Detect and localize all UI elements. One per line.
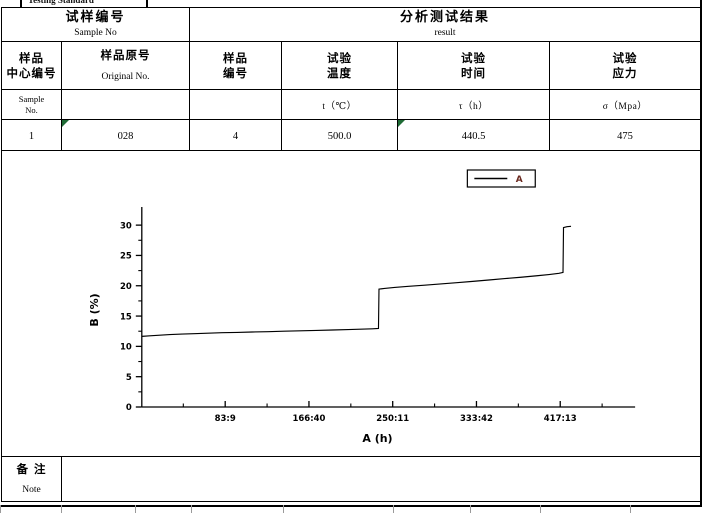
- grid-column-divider: [61, 505, 62, 513]
- y-tick-label: 20: [120, 282, 132, 292]
- cut-row-divider-right: [700, 0, 702, 7]
- sheet-right-border: [700, 7, 702, 505]
- sample-no-title-en: Sample No: [74, 27, 117, 38]
- bottom-grid-strip: [0, 505, 702, 513]
- y-tick-label: 30: [120, 221, 132, 231]
- header-line1: 样品: [19, 51, 44, 66]
- unit-test-time: τ（h）: [397, 89, 551, 120]
- header-line2-en: Original No.: [101, 72, 150, 83]
- cell-test-stress[interactable]: 475: [549, 119, 702, 151]
- header-original-no: 样品原号 Original No.: [60, 41, 191, 90]
- header-line2: 时间: [461, 65, 487, 80]
- x-axis-title: A (h): [362, 432, 392, 445]
- y-tick-label: 5: [126, 373, 132, 383]
- header-line2: 编号: [223, 65, 249, 80]
- header-line1: 样品: [223, 51, 249, 66]
- cut-off-header-row: Testing Standard: [0, 0, 702, 7]
- header-line1: 试验: [327, 51, 353, 66]
- unit-line2: No.: [25, 104, 38, 115]
- creep-chart: 0 5 10 15 20 25 30 83:9 166:40 250:11 333:42 417:13…: [2, 151, 701, 456]
- cell-value: 1: [28, 131, 35, 142]
- bottom-grid-top-border: [0, 505, 702, 507]
- grid-column-divider: [135, 505, 136, 513]
- cell-test-time[interactable]: 440.5: [397, 119, 551, 151]
- x-tick-label: 250:11: [376, 414, 409, 424]
- cell-value: 440.5: [461, 131, 486, 142]
- legend-label: A: [516, 175, 523, 185]
- header-sample-no: 样品 编号: [189, 41, 283, 90]
- x-tick-label: 166:40: [293, 414, 326, 424]
- cut-row-divider-left: [20, 0, 22, 7]
- y-axis-title: B (%): [88, 293, 101, 326]
- note-label-en: Note: [22, 484, 41, 495]
- grid-column-divider: [630, 505, 631, 513]
- result-title-en: result: [434, 27, 456, 38]
- header-test-temperature: 试验 温度: [281, 41, 399, 90]
- cell-test-temperature[interactable]: 500.0: [281, 119, 399, 151]
- table-title-row: 试样编号 Sample No 分析测试结果 result: [0, 7, 702, 42]
- grid-column-divider: [283, 505, 284, 513]
- note-marker-icon: [62, 120, 69, 127]
- x-tick-label: 83:9: [215, 414, 236, 424]
- note-marker-icon: [398, 120, 406, 127]
- table-header-row: 样品 中心编号 样品原号 Original No. 样品 编号 试验 温度 试验: [1, 41, 702, 90]
- table-unit-row: Sample No. t（℃） τ（h） σ（Mpa）: [1, 89, 702, 120]
- report-table: 试样编号 Sample No 分析测试结果 result 样品 中心编号 样品原…: [0, 7, 702, 502]
- cell-value: 475: [617, 131, 633, 142]
- unit-test-temperature: t（℃）: [281, 89, 399, 120]
- cell-value: 500.0: [327, 131, 352, 142]
- cut-off-header-text: Testing Standard: [28, 0, 94, 5]
- header-sample-center-no: 样品 中心编号: [1, 41, 62, 90]
- grid-column-divider: [191, 505, 192, 513]
- header-test-stress: 试验 应力: [549, 41, 702, 90]
- header-line2: 中心编号: [6, 65, 57, 80]
- result-title-cn: 分析测试结果: [400, 9, 491, 25]
- unit-text: τ（h）: [458, 101, 489, 112]
- header-line1: 试验: [461, 51, 487, 66]
- x-tick-label: 333:42: [460, 414, 493, 424]
- creep-curve-line: [141, 225, 572, 337]
- unit-sample-no: [189, 89, 283, 120]
- chart-row: 0 5 10 15 20 25 30 83:9 166:40 250:11 333:42 417:13…: [0, 150, 702, 457]
- unit-text: t（℃）: [322, 101, 357, 112]
- note-label-cn: 备 注: [16, 462, 47, 477]
- result-title-cell: 分析测试结果 result: [189, 7, 702, 42]
- y-tick-label: 0: [126, 403, 132, 413]
- y-tick-label: 10: [120, 343, 132, 353]
- unit-line1: Sample: [18, 93, 45, 104]
- header-line1: 样品原号: [100, 47, 151, 62]
- note-row: 备 注 Note: [1, 456, 702, 502]
- creep-curve-svg: 0 5 10 15 20 25 30 83:9 166:40 250:11 333:42 417:13…: [88, 169, 636, 445]
- cell-sample-no[interactable]: 4: [189, 119, 283, 151]
- grid-column-divider: [393, 505, 394, 513]
- cell-sample-center-no[interactable]: 1: [1, 119, 62, 151]
- cell-value: 028: [117, 131, 134, 142]
- note-label-cell: 备 注 Note: [1, 456, 62, 502]
- sample-no-title-cn: 试样编号: [65, 9, 126, 25]
- unit-sample-center-no: Sample No.: [1, 89, 62, 120]
- note-value-cell[interactable]: [60, 456, 702, 502]
- header-line2: 应力: [612, 65, 638, 80]
- unit-original-no: [60, 89, 191, 120]
- header-line2: 温度: [327, 65, 353, 80]
- y-tick-label: 15: [120, 312, 132, 322]
- cell-value: 4: [232, 131, 239, 142]
- cut-row-divider-mid: [146, 0, 148, 7]
- unit-text: σ（Mpa）: [602, 101, 648, 112]
- unit-test-stress: σ（Mpa）: [549, 89, 702, 120]
- x-tick-label: 417:13: [544, 414, 577, 424]
- y-tick-label: 25: [120, 252, 132, 262]
- sample-no-title-cell: 试样编号 Sample No: [0, 7, 191, 42]
- grid-column-divider: [540, 505, 541, 513]
- grid-column-divider: [470, 505, 471, 513]
- creep-chart-cell: 0 5 10 15 20 25 30 83:9 166:40 250:11 333:42 417:13…: [0, 150, 702, 457]
- grid-column-divider: [0, 505, 1, 513]
- table-row: 1 028 4 500.0 440.5 475: [1, 119, 702, 151]
- cell-original-no[interactable]: 028: [60, 119, 191, 151]
- header-test-time: 试验 时间: [397, 41, 551, 90]
- header-line1: 试验: [612, 51, 638, 66]
